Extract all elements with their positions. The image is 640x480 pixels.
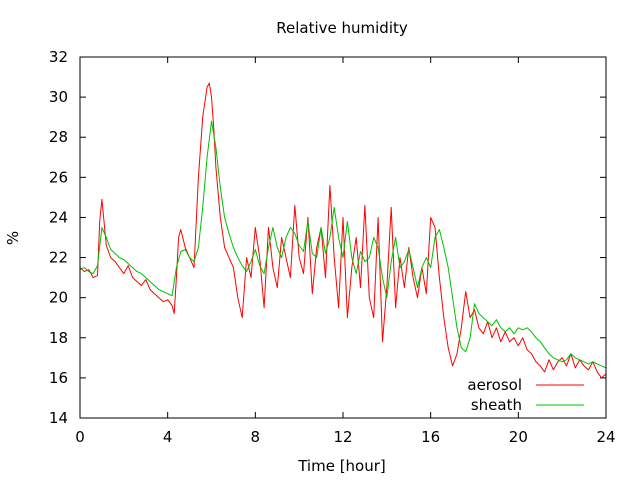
y-tick-label: 18 <box>49 329 68 347</box>
y-tick-label: 26 <box>49 168 68 186</box>
plot-frame <box>79 56 607 419</box>
y-tick-label: 16 <box>49 369 68 387</box>
axis-ticks: 0 4 8 12 16 20 24 14 16 18 20 22 24 26 28 30 32 <box>49 48 616 446</box>
x-axis-label: Time [hour] <box>297 457 386 475</box>
x-tick-label: 4 <box>163 428 173 446</box>
y-axis-label: % <box>4 231 22 245</box>
y-tick-label: 32 <box>49 48 68 66</box>
y-tick-label: 28 <box>49 128 68 146</box>
series-line-aerosol <box>79 82 607 379</box>
legend-label-aerosol: aerosol <box>467 376 522 394</box>
y-tick-label: 30 <box>49 88 68 106</box>
x-tick-label: 20 <box>509 428 528 446</box>
x-tick-label: 0 <box>75 428 85 446</box>
x-tick-label: 12 <box>333 428 352 446</box>
y-tick-label: 14 <box>49 409 68 427</box>
x-tick-label: 24 <box>596 428 615 446</box>
series-layer <box>79 82 607 379</box>
y-tick-label: 24 <box>49 208 68 226</box>
legend-label-sheath: sheath <box>471 396 522 414</box>
chart-title: Relative humidity <box>276 19 408 37</box>
x-tick-label: 8 <box>251 428 261 446</box>
chart-legend: aerosol sheath <box>467 376 584 414</box>
x-tick-label: 16 <box>421 428 440 446</box>
y-tick-label: 22 <box>49 249 68 267</box>
series-line-sheath <box>79 120 607 369</box>
y-tick-label: 20 <box>49 289 68 307</box>
